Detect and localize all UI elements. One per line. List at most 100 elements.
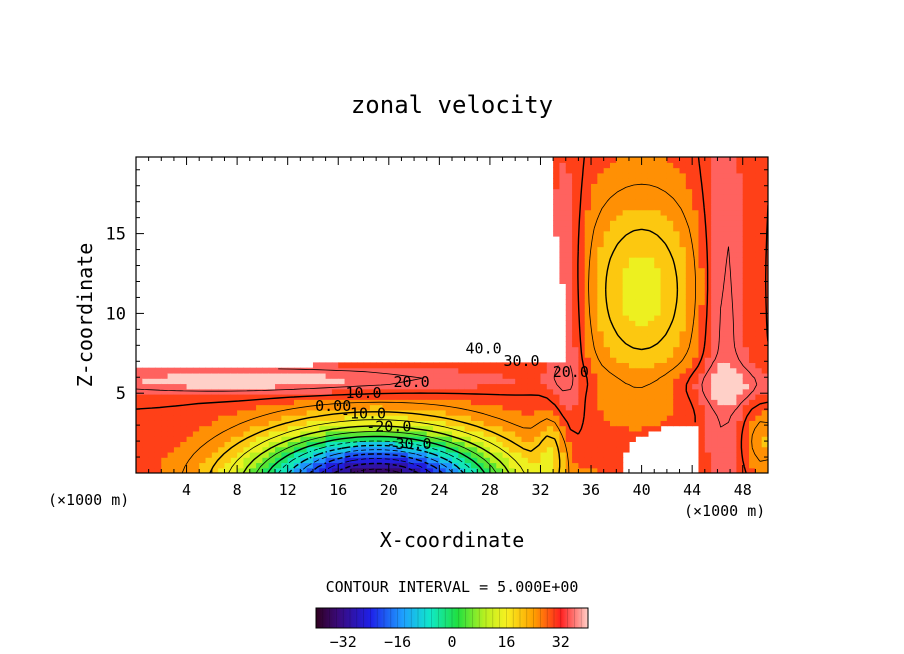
field-cell [243, 399, 251, 406]
field-cell [553, 214, 561, 221]
field-cell [161, 415, 169, 421]
field-cell [647, 415, 655, 421]
field-cell [749, 283, 756, 290]
field-cell [572, 246, 579, 253]
field-cell [224, 430, 232, 437]
field-cell [565, 178, 573, 184]
field-cell [294, 399, 301, 406]
field-cell [249, 388, 257, 395]
field-cell [610, 304, 617, 311]
field-cell [685, 299, 693, 306]
field-cell [698, 204, 706, 211]
field-cell [142, 436, 150, 442]
field-cell [584, 257, 592, 263]
field-cell [515, 383, 523, 390]
x-tick-label: 12 [279, 481, 297, 499]
field-cell [616, 272, 624, 279]
field-cell [256, 446, 263, 453]
field-cell [711, 288, 719, 295]
field-cell [565, 183, 573, 190]
field-cell [660, 394, 668, 400]
field-cell [742, 188, 750, 195]
field-cell [572, 420, 579, 427]
field-cell [597, 457, 605, 464]
contour-line [242, 425, 510, 473]
field-cell [142, 446, 150, 453]
field-cell [597, 162, 605, 169]
field-cell [635, 199, 643, 205]
field-cell [654, 309, 662, 316]
field-cell [331, 457, 339, 464]
x-tick-label: 4 [182, 481, 191, 499]
field-cell [572, 209, 579, 216]
field-cell [723, 246, 731, 253]
field-cell [243, 430, 251, 437]
field-cell [597, 241, 605, 248]
field-cell [262, 415, 270, 421]
field-cell [742, 351, 750, 358]
field-cell [616, 220, 624, 227]
field-cell [616, 394, 624, 400]
field-cell [679, 172, 687, 179]
field-cell [420, 367, 428, 374]
field-cell [496, 372, 504, 379]
field-cell [565, 278, 573, 284]
field-cell [508, 446, 516, 453]
field-cell [148, 367, 156, 374]
field-cell [211, 430, 219, 437]
plot-area: 40.030.020.020.010.00.00-10.0-20.0-30.0 … [106, 156, 769, 499]
field-cell [445, 404, 453, 411]
field-cell [211, 446, 219, 453]
field-cell [666, 420, 674, 427]
field-cell [717, 288, 725, 295]
field-cell [610, 457, 617, 464]
field-cell [666, 283, 674, 290]
field-cell [742, 409, 750, 416]
field-cell [546, 420, 554, 427]
field-cell [685, 288, 693, 295]
field-cell [211, 415, 219, 421]
field-cell [584, 388, 592, 395]
field-cell [717, 436, 725, 442]
field-cell [692, 193, 700, 200]
colorbar-stripes [315, 608, 589, 628]
field-cell [603, 293, 611, 300]
field-cell [742, 441, 750, 448]
field-cell [312, 409, 320, 416]
field-cell [275, 462, 282, 469]
field-cell [685, 367, 693, 374]
field-cell [572, 341, 579, 348]
field-cell [597, 246, 605, 253]
field-cell [414, 372, 421, 379]
field-cell [742, 388, 750, 395]
field-cell [673, 336, 681, 342]
field-cell [711, 388, 719, 395]
field-cell [698, 367, 706, 374]
field-cell [711, 204, 719, 211]
field-cell [597, 451, 605, 458]
field-cell [325, 462, 333, 469]
field-cell [723, 325, 731, 332]
field-cell [679, 272, 687, 279]
field-cell [287, 441, 295, 448]
field-cell [698, 162, 706, 169]
field-cell [666, 267, 674, 274]
field-cell [136, 467, 143, 473]
field-cell [647, 272, 655, 279]
field-cell [603, 278, 611, 284]
field-cell [154, 462, 162, 469]
field-cell [559, 441, 567, 448]
field-cell [698, 241, 706, 248]
field-cell [610, 251, 617, 258]
field-cell [698, 462, 706, 469]
field-cell [755, 388, 763, 395]
field-cell [148, 430, 156, 437]
field-cell [666, 293, 674, 300]
field-cell [186, 436, 194, 442]
field-cell [647, 230, 655, 237]
field-cell [559, 457, 567, 464]
field-cell [199, 378, 207, 385]
field-cell [281, 462, 289, 469]
field-cell [622, 378, 630, 385]
field-cell [591, 293, 598, 300]
